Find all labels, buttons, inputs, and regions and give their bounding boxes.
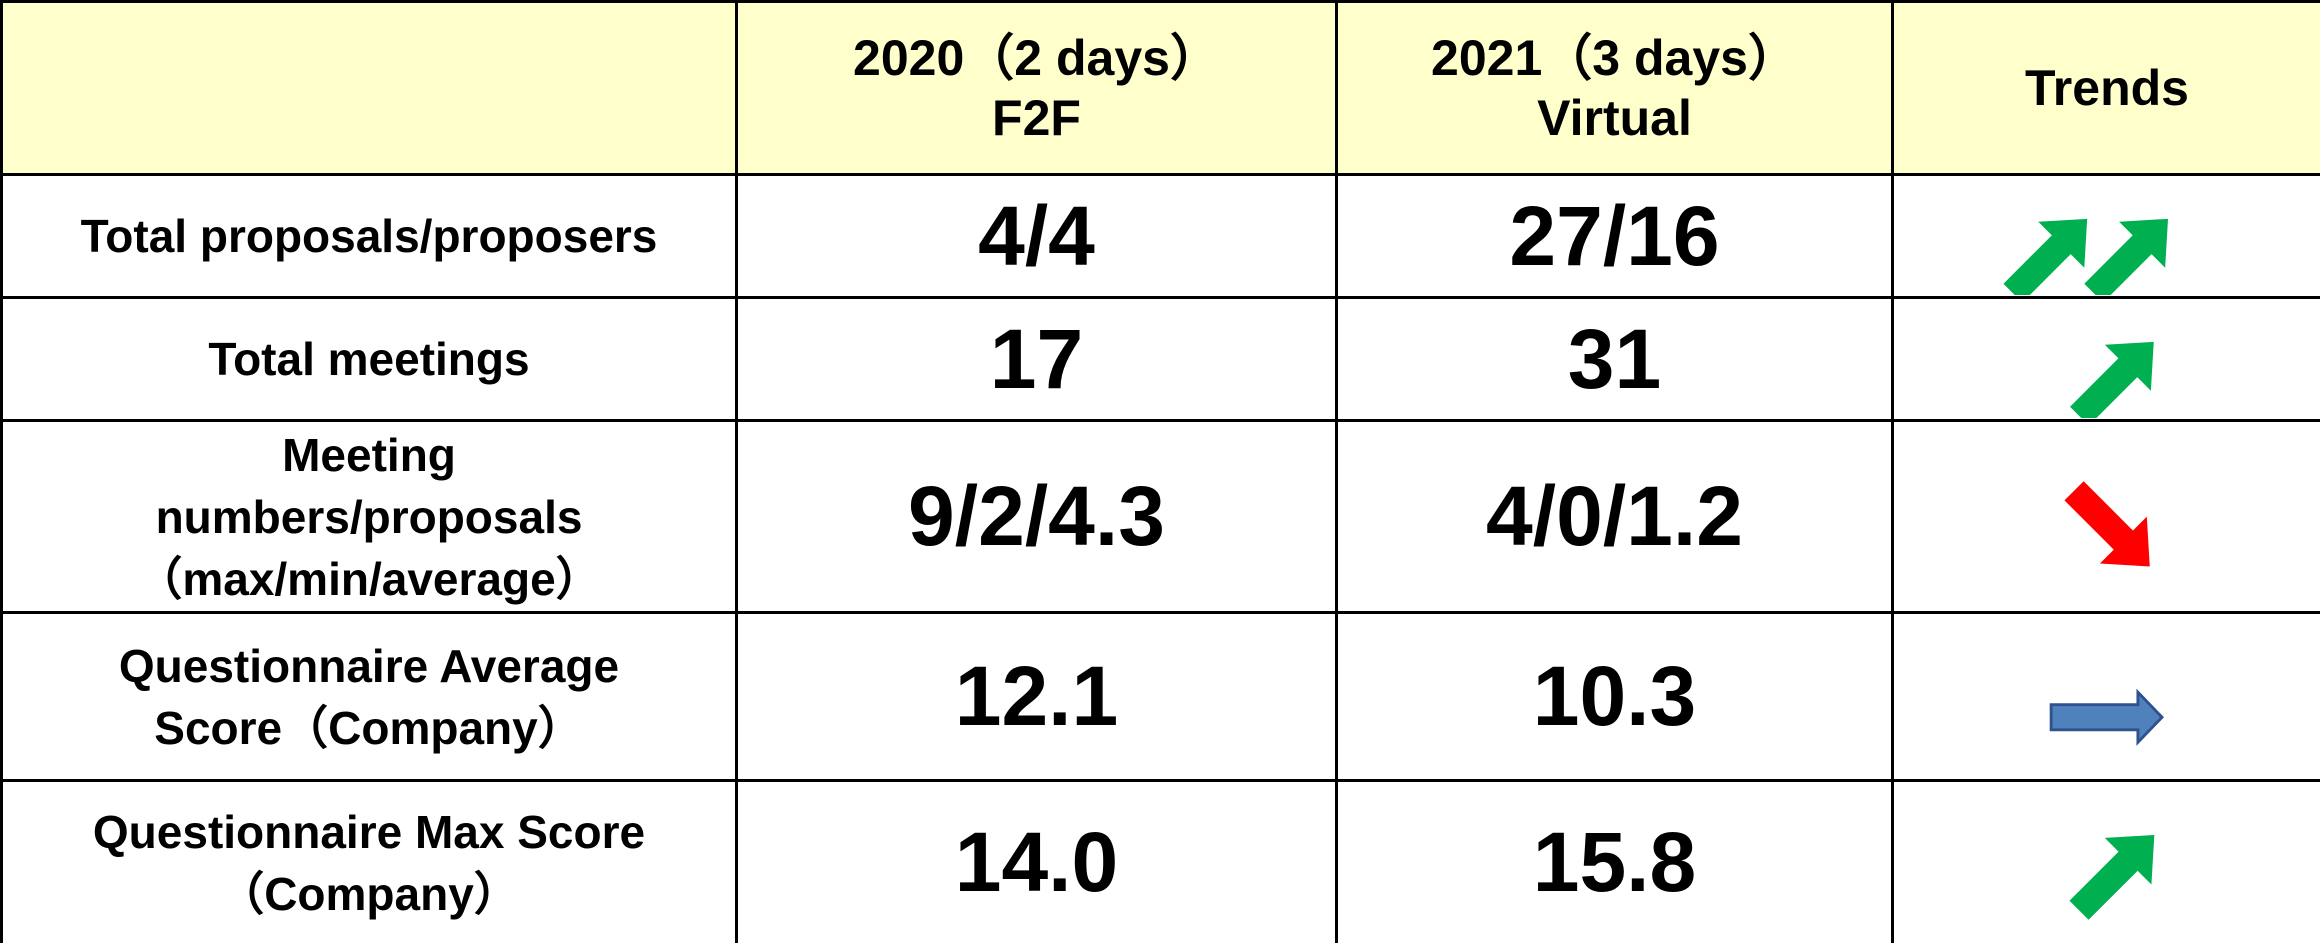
value-cell: 14.0 [735, 779, 1338, 943]
trend-cell [1891, 296, 2320, 422]
header-row: 2020（2 days） F2F 2021（3 days） Virtual Trends [0, 0, 2320, 176]
value-cell: 15.8 [1335, 779, 1894, 943]
text-line: Total proposals/proposers [80, 210, 658, 262]
trend-cell [1891, 173, 2320, 299]
value-cell: 12.1 [735, 611, 1338, 782]
trend-icon [2064, 480, 2150, 566]
text-line: Score（Company） [154, 701, 584, 754]
header-cell: 2020（2 days） F2F [735, 0, 1338, 176]
text-line: Trends [2025, 60, 2189, 116]
text-line: Meeting [282, 428, 456, 481]
trend-cell [1891, 611, 2320, 782]
trend-icon [2049, 688, 2165, 746]
text-line: Questionnaire Average [118, 639, 620, 692]
row-label: Total meetings [0, 296, 738, 422]
text-line: 2021（3 days） [1431, 30, 1798, 86]
table-row: Questionnaire Max Score （Company） 14.0 15.8 [0, 779, 2320, 943]
trend-cell [1891, 779, 2320, 943]
trend-cell [1891, 419, 2320, 614]
value-cell: 27/16 [1335, 173, 1894, 299]
text-line: （max/min/average） [136, 552, 602, 605]
text-line: 2020（2 days） [853, 30, 1220, 86]
text-line: （Company） [218, 867, 520, 920]
arrow [2069, 834, 2155, 920]
header-cell: Trends [1891, 0, 2320, 176]
arrow [2064, 480, 2150, 566]
trend-icon [2070, 341, 2154, 418]
arrow [2049, 688, 2165, 746]
row-label: Questionnaire Max Score （Company） [0, 779, 738, 943]
row-label: Meeting numbers/proposals （max/min/average… [0, 419, 738, 614]
text-line: Questionnaire Max Score [92, 805, 646, 858]
value-cell: 17 [735, 296, 1338, 422]
table-row: Questionnaire Average Score（Company） 12.1 1… [0, 611, 2320, 782]
value-cell: 4/4 [735, 173, 1338, 299]
table-row: Total meetings 17 31 [0, 296, 2320, 422]
arrow [2070, 341, 2154, 418]
value-cell: 9/2/4.3 [735, 419, 1338, 614]
trend-icon [2003, 218, 2169, 295]
text-line: F2F [992, 90, 1081, 146]
header-cell: 2021（3 days） Virtual [1335, 0, 1894, 176]
table-row: Meeting numbers/proposals （max/min/average… [0, 419, 2320, 614]
text-line: Virtual [1537, 90, 1692, 146]
value-cell: 10.3 [1335, 611, 1894, 782]
value-cell: 4/0/1.2 [1335, 419, 1894, 614]
arrow [2003, 218, 2088, 295]
corner-cell [0, 0, 738, 176]
value-cell: 31 [1335, 296, 1894, 422]
row-label: Total proposals/proposers [0, 173, 738, 299]
arrow [2084, 218, 2169, 295]
text-line: Total meetings [208, 333, 530, 385]
trend-icon [2069, 834, 2155, 920]
table-row: Total proposals/proposers 4/4 27/16 [0, 173, 2320, 299]
row-label: Questionnaire Average Score（Company） [0, 611, 738, 782]
text-line: numbers/proposals [155, 490, 583, 543]
